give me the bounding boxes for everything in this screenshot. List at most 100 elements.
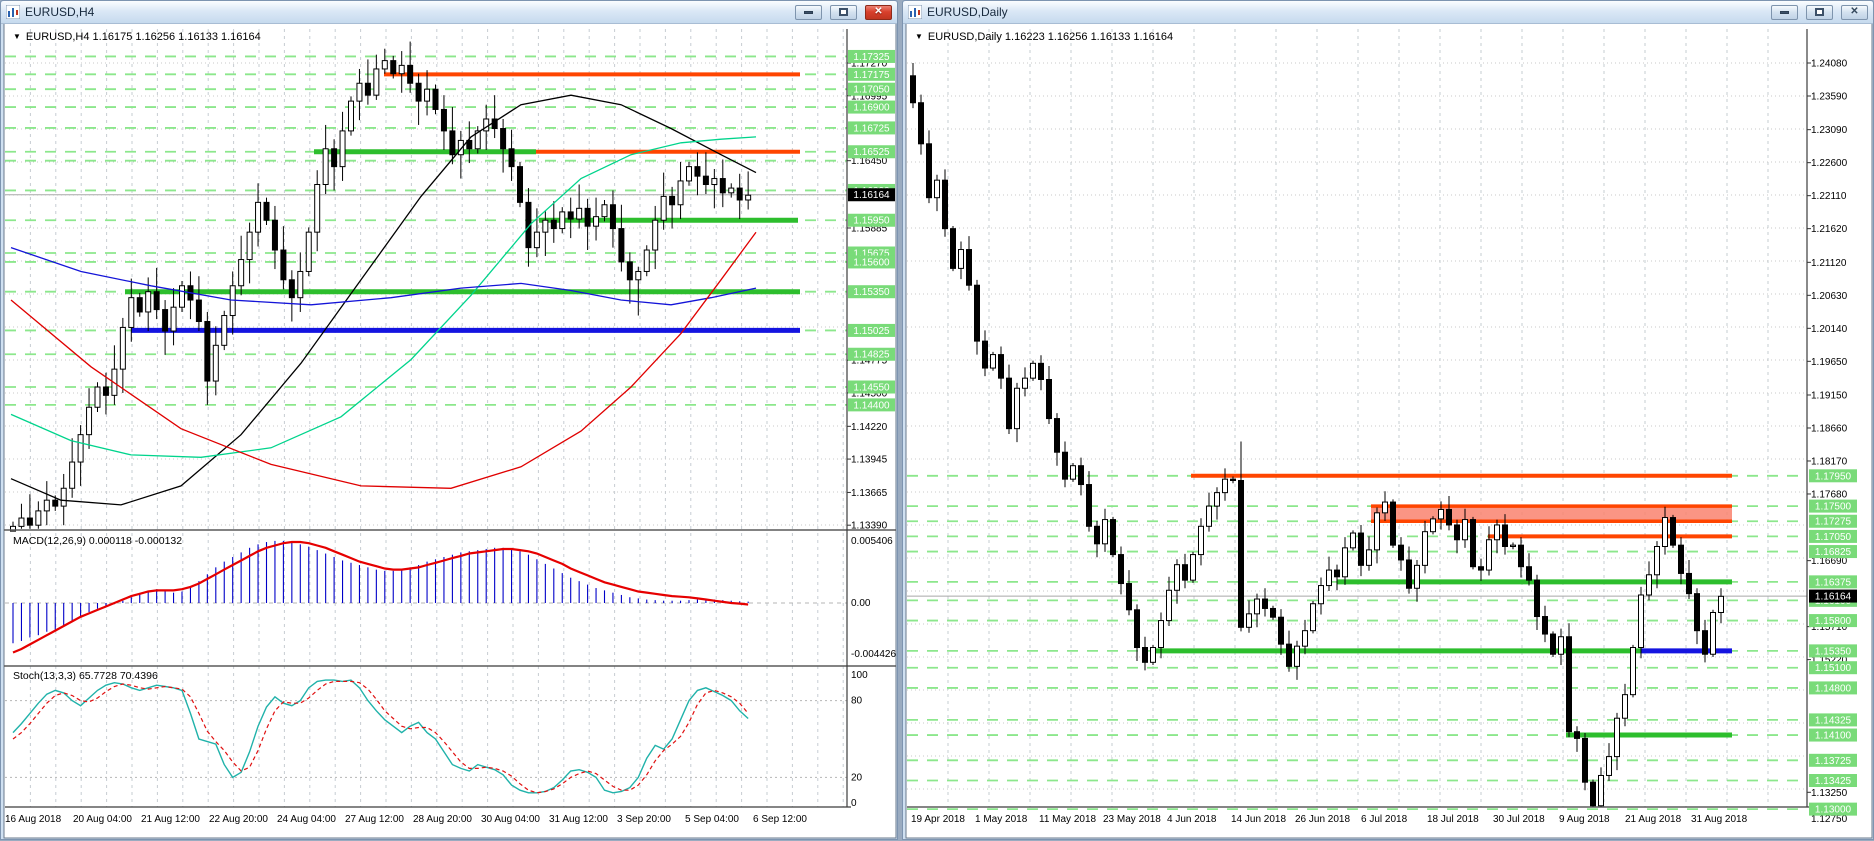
restore-icon: [839, 8, 848, 16]
current-price-label: [848, 188, 895, 202]
svg-text:21 Aug 12:00: 21 Aug 12:00: [141, 814, 200, 825]
chart-ohlc-header: ▼ EURUSD,Daily 1.16223 1.16256 1.16133 1.…: [915, 31, 1173, 43]
svg-text:1.20630: 1.20630: [1811, 291, 1848, 302]
svg-text:6 Sep 12:00: 6 Sep 12:00: [753, 814, 807, 825]
svg-text:1.14825: 1.14825: [853, 350, 890, 361]
close-button[interactable]: ✕: [1841, 4, 1868, 20]
svg-text:1.17050: 1.17050: [1815, 532, 1852, 543]
window-titlebar-h4[interactable]: EURUSD,H4 ✕: [1, 1, 897, 24]
svg-text:80: 80: [851, 696, 863, 707]
svg-text:0: 0: [851, 798, 857, 809]
svg-text:1.15710: 1.15710: [1811, 622, 1848, 633]
svg-text:9 Aug 2018: 9 Aug 2018: [1559, 814, 1610, 825]
svg-text:1.19650: 1.19650: [1811, 357, 1848, 368]
svg-text:1.16690: 1.16690: [1811, 556, 1848, 567]
svg-text:19 Apr 2018: 19 Apr 2018: [911, 814, 965, 825]
svg-text:1.17050: 1.17050: [853, 85, 890, 96]
svg-text:18 Jul 2018: 18 Jul 2018: [1427, 814, 1479, 825]
symbol-dropdown-arrow[interactable]: ▼: [13, 32, 21, 41]
svg-text:1.14400: 1.14400: [853, 400, 890, 411]
plot-area: 0.005406 0.00 -0.004426 100 80 20 0 1.17270 1.16…: [4, 29, 896, 825]
ma-red: [10, 231, 757, 489]
stoch-d-line: [12, 680, 749, 794]
svg-text:28 Aug 20:00: 28 Aug 20:00: [413, 814, 472, 825]
chart-window-h4: 0.005406 0.00 -0.004426 100 80 20 0 1.17270 1.16…: [0, 0, 898, 840]
svg-text:31 Aug 2018: 31 Aug 2018: [1691, 814, 1748, 825]
svg-text:6 Jul 2018: 6 Jul 2018: [1361, 814, 1408, 825]
ohlc-values: EURUSD,Daily 1.16223 1.16256 1.16133 1.1…: [927, 31, 1174, 43]
price-axis-labels: 1.17270 1.16995 1.16450 1.15885 1.14775 1.145…: [847, 59, 888, 532]
svg-text:1.17175: 1.17175: [853, 70, 890, 81]
stoch-k-line: [12, 679, 749, 794]
svg-text:1.17500: 1.17500: [1815, 502, 1852, 513]
svg-text:1.19150: 1.19150: [1811, 390, 1848, 401]
svg-text:1.24080: 1.24080: [1811, 59, 1848, 70]
svg-text:1.15885: 1.15885: [851, 223, 888, 234]
svg-text:1.15100: 1.15100: [1815, 663, 1852, 674]
svg-text:1.14550: 1.14550: [853, 383, 890, 394]
svg-text:1 May 2018: 1 May 2018: [975, 814, 1028, 825]
svg-text:1.17270: 1.17270: [851, 59, 888, 70]
svg-text:22 Aug 20:00: 22 Aug 20:00: [209, 814, 268, 825]
svg-text:1.22110: 1.22110: [1811, 191, 1847, 202]
restore-button[interactable]: [830, 4, 857, 20]
svg-text:1.16995: 1.16995: [851, 91, 888, 102]
svg-text:1.13725: 1.13725: [1815, 756, 1852, 767]
svg-text:1.17275: 1.17275: [1815, 517, 1852, 528]
svg-text:1.15950: 1.15950: [853, 216, 890, 227]
window-title: EURUSD,H4: [25, 5, 95, 19]
svg-text:1.22600: 1.22600: [1811, 158, 1848, 169]
svg-text:1.14775: 1.14775: [851, 356, 888, 367]
svg-text:1.21120: 1.21120: [1811, 258, 1847, 269]
svg-text:30 Jul 2018: 30 Jul 2018: [1493, 814, 1545, 825]
svg-text:1.16725: 1.16725: [853, 123, 890, 134]
candles: [910, 63, 1724, 808]
level-price-labels: 1.17325 1.17175 1.17050 1.16900 1.16725 1.165…: [848, 49, 895, 412]
svg-text:14 Jun 2018: 14 Jun 2018: [1231, 814, 1286, 825]
svg-text:100: 100: [851, 670, 868, 681]
svg-text:1.13665: 1.13665: [851, 488, 888, 499]
svg-text:30 Aug 04:00: 30 Aug 04:00: [481, 814, 540, 825]
svg-text:4 Jun 2018: 4 Jun 2018: [1167, 814, 1217, 825]
h4-chart-canvas[interactable]: 0.005406 0.00 -0.004426 100 80 20 0 1.17270 1.16…: [1, 1, 899, 841]
svg-text:1.15350: 1.15350: [1815, 646, 1852, 657]
svg-text:1.15600: 1.15600: [853, 257, 890, 268]
ma-green: [10, 136, 757, 458]
chart-icon: [908, 5, 922, 19]
svg-text:1.17325: 1.17325: [853, 52, 890, 63]
svg-text:1.17680: 1.17680: [1811, 489, 1848, 500]
time-axis-labels: 19 Apr 2018 1 May 2018 11 May 2018 23 May 2…: [911, 814, 1748, 825]
chart-icon: [6, 5, 20, 19]
ohlc-values: EURUSD,H4 1.16175 1.16256 1.16133 1.1616…: [25, 31, 261, 43]
minimize-button[interactable]: [795, 4, 822, 20]
svg-text:24 Aug 04:00: 24 Aug 04:00: [277, 814, 336, 825]
symbol-dropdown-arrow[interactable]: ▼: [915, 32, 923, 41]
svg-text:1.13250: 1.13250: [1811, 788, 1848, 799]
svg-text:1.16525: 1.16525: [853, 147, 890, 158]
svg-text:0.00: 0.00: [851, 598, 871, 609]
svg-text:1.15350: 1.15350: [853, 287, 890, 298]
svg-text:1.13945: 1.13945: [851, 455, 888, 466]
close-button[interactable]: ✕: [865, 4, 892, 20]
svg-text:21 Aug 2018: 21 Aug 2018: [1625, 814, 1682, 825]
daily-chart-canvas[interactable]: 1.24080 1.23590 1.23090 1.22600 1.22110 1.216…: [903, 1, 1874, 841]
plot-area: 1.24080 1.23590 1.23090 1.22600 1.22110 1.216…: [907, 29, 1857, 825]
macd-signal-line: [12, 540, 749, 654]
restore-button[interactable]: [1806, 4, 1833, 20]
minimize-button[interactable]: [1771, 4, 1798, 20]
svg-text:20: 20: [851, 772, 863, 783]
current-price-label: [1809, 589, 1857, 603]
window-titlebar-daily[interactable]: EURUSD,Daily ✕: [903, 1, 1873, 24]
svg-text:1.15675: 1.15675: [853, 248, 890, 259]
svg-text:1.18170: 1.18170: [1811, 456, 1848, 467]
svg-text:1.18660: 1.18660: [1811, 423, 1848, 434]
chart-client-bg: [905, 22, 1873, 839]
svg-text:1.16164: 1.16164: [853, 190, 890, 201]
svg-text:1.14500: 1.14500: [851, 388, 888, 399]
minimize-icon: [804, 10, 813, 14]
time-axis-labels: 16 Aug 2018 20 Aug 04:00 21 Aug 12:00 22 Au…: [5, 814, 807, 825]
ma-slow-black: [10, 94, 757, 506]
svg-text:1.14800: 1.14800: [1815, 683, 1852, 694]
svg-text:1.14220: 1.14220: [851, 422, 888, 433]
